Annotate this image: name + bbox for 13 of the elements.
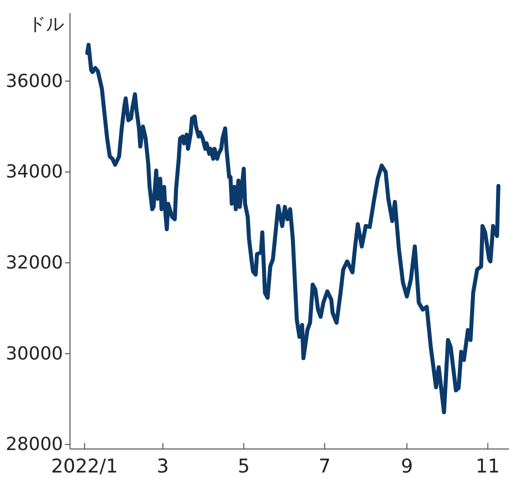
x-tick-label: 2022/1 — [51, 455, 118, 478]
y-tick-label: 36000 — [6, 70, 63, 92]
x-tick-label: 5 — [238, 455, 250, 478]
y-axis-title: ドル — [28, 14, 64, 35]
y-tick-label: 32000 — [6, 252, 63, 274]
line-series — [85, 42, 500, 414]
x-tick-label: 3 — [156, 455, 169, 478]
y-tick-label: 34000 — [6, 162, 63, 183]
x-tick-label: 9 — [400, 455, 413, 478]
x-tick-label: 11 — [476, 455, 500, 478]
x-tick-label: 7 — [318, 455, 331, 478]
y-tick-label: 30000 — [6, 343, 63, 364]
y-tick-label: 28000 — [6, 434, 63, 456]
